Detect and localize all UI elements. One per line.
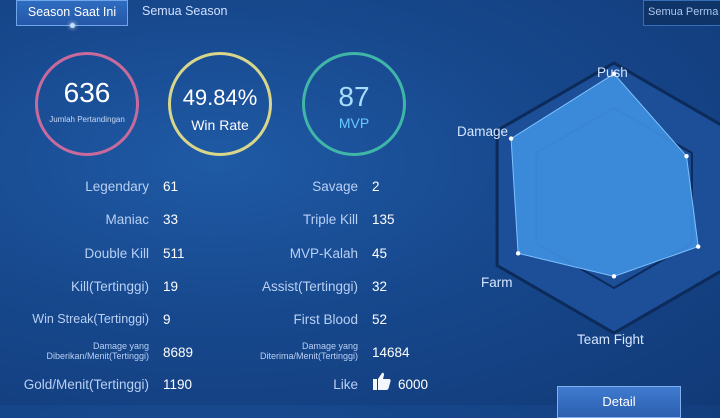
stat-value-damage-dealt: 8689 (163, 345, 194, 360)
stat-label-savage: Savage (312, 179, 358, 194)
stat-value-mvp-lose: 45 (372, 246, 388, 261)
stat-value-legendary: 61 (163, 179, 179, 194)
matches-value: 636 (63, 77, 111, 108)
stat-label-damage-dealt: Damage yang Diberikan/Menit(Tertinggi) (46, 341, 149, 361)
tab-all-seasons[interactable]: Semua Season (142, 4, 228, 18)
winrate-label: Win Rate (191, 117, 249, 133)
stat-label-maniac: Maniac (105, 212, 149, 227)
winrate-circle: 49.84% Win Rate (168, 52, 272, 156)
stat-label-damage-taken: Damage yang Diterima/Menit(Tertinggi) (259, 341, 358, 361)
stat-value-assist-highest: 32 (372, 279, 388, 294)
radar-dot-3 (611, 274, 617, 279)
stat-label-mvp-lose: MVP-Kalah (289, 246, 358, 261)
stat-value-kill-highest: 19 (163, 279, 179, 294)
radar-label-farm: Farm (481, 275, 513, 290)
radar-value-dots (508, 71, 701, 279)
stat-value-gold-per-min: 1190 (163, 377, 193, 392)
stat-value-damage-taken: 14684 (372, 345, 410, 360)
radar-dot-2 (695, 244, 701, 249)
stat-label-win-streak: Win Streak(Tertinggi) (32, 312, 149, 326)
matches-label: Jumlah Pertandingan (49, 115, 125, 124)
radar-label-damage: Damage (457, 124, 509, 139)
radar-label-teamfight: Team Fight (577, 332, 644, 347)
tab-current-season[interactable]: Season Saat Ini (16, 0, 128, 28)
stat-value-triple-kill: 135 (372, 212, 395, 227)
radar-svg (495, 61, 720, 335)
performance-radar: Push Damage Farm Team Fight (440, 55, 720, 405)
stat-label-gold-per-min: Gold/Menit(Tertinggi) (23, 377, 149, 392)
radar-dot-0 (611, 71, 617, 76)
stat-value-savage: 2 (372, 179, 380, 194)
matches-circle: 636 Jumlah Pertandingan (35, 52, 139, 156)
stat-label-kill-highest: Kill(Tertinggi) (70, 279, 149, 294)
radar-dot-4 (515, 251, 521, 256)
stat-label-assist-highest: Assist(Tertinggi) (261, 279, 358, 294)
stat-value-maniac: 33 (163, 212, 179, 227)
stat-value-first-blood: 52 (372, 312, 388, 327)
active-tab-indicator (70, 23, 75, 28)
mvp-label: MVP (338, 115, 370, 131)
radar-dot-5 (508, 136, 514, 141)
stat-label-double-kill: Double Kill (84, 246, 149, 261)
stat-label-first-blood: First Blood (293, 312, 358, 327)
winrate-value: 49.84% (182, 85, 258, 110)
thumbs-up-icon (373, 372, 391, 390)
radar-label-push: Push (597, 65, 628, 80)
stat-label-triple-kill: Triple Kill (302, 212, 358, 227)
stat-label-legendary: Legendary (85, 179, 149, 194)
stat-value-like: 6000 (398, 377, 429, 392)
mvp-circle: 87 MVP (302, 52, 406, 156)
detail-button[interactable]: Detail (557, 386, 681, 418)
stat-label-like: Like (333, 377, 358, 392)
radar-dot-1 (684, 153, 689, 159)
tab-all-permanent[interactable]: Semua Perma (643, 0, 720, 26)
stat-value-double-kill: 511 (163, 246, 185, 261)
mvp-value: 87 (338, 81, 370, 112)
stat-value-win-streak: 9 (163, 312, 171, 327)
tab-current-season-label: Season Saat Ini (27, 5, 117, 19)
season-tabbar: Season Saat Ini Semua Season Semua Perma (0, 0, 720, 28)
